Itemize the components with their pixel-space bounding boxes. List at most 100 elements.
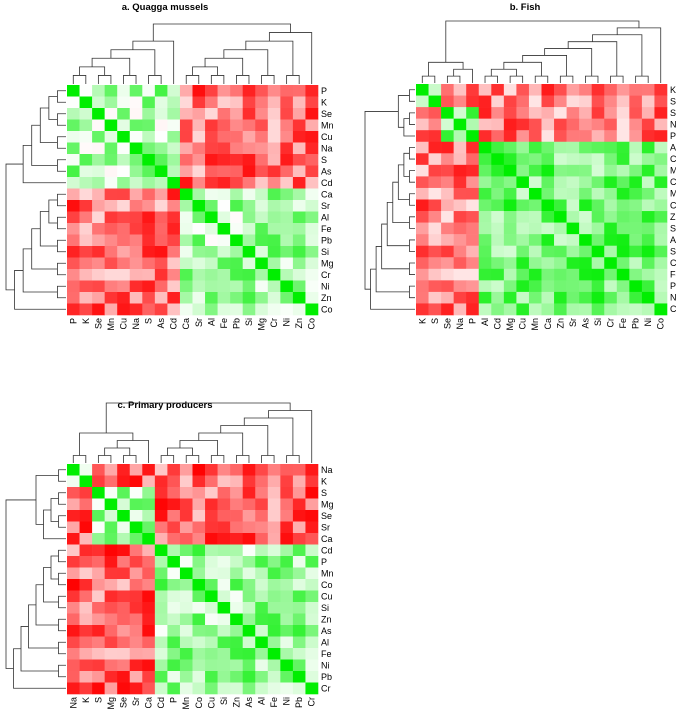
heatmap-cell	[92, 257, 105, 270]
heatmap-cell	[428, 176, 442, 189]
heatmap-cell	[217, 567, 231, 580]
heatmap-cell	[179, 211, 193, 224]
heatmap-cell	[654, 280, 668, 293]
dendrogram-branch	[446, 75, 461, 83]
heatmap-cell	[205, 234, 218, 247]
dendrogram-branch	[534, 75, 549, 83]
heatmap-cell	[441, 107, 454, 119]
heatmap-cell	[516, 268, 530, 281]
heatmap-cell	[142, 119, 156, 132]
heatmap-cell	[192, 108, 206, 120]
heatmap-cell	[104, 119, 118, 132]
heatmap-cell	[641, 153, 655, 166]
heatmap-cell	[205, 498, 218, 511]
heatmap-cell	[428, 164, 442, 177]
heatmap-cell	[104, 165, 118, 178]
heatmap-cell	[591, 303, 605, 316]
heatmap-cell	[217, 613, 231, 626]
dendrogram-branch	[392, 181, 410, 223]
heatmap-cell	[629, 280, 643, 293]
heatmap-cell	[541, 84, 555, 96]
heatmap-cell	[92, 269, 105, 281]
heatmap-cell	[453, 141, 467, 154]
heatmap-cell	[92, 510, 105, 522]
heatmap-cell	[566, 118, 580, 131]
heatmap-cell	[230, 154, 243, 166]
heatmap-cell	[478, 164, 492, 177]
heatmap-cell	[92, 590, 105, 603]
row-label: Se	[321, 109, 332, 119]
heatmap-cell	[205, 636, 218, 649]
dendrogram-branch	[616, 27, 662, 83]
heatmap-cell	[129, 521, 143, 534]
heatmap-cell	[267, 211, 281, 224]
column-label: Cr	[307, 697, 317, 707]
heatmap-cell	[416, 268, 429, 281]
dendrogram-branch	[403, 118, 415, 137]
heatmap-cell	[129, 544, 143, 557]
heatmap-cell	[154, 108, 168, 120]
heatmap-cell	[579, 164, 592, 177]
heatmap-cell	[629, 164, 643, 177]
heatmap-cell	[167, 292, 181, 304]
row-dendrogram	[364, 89, 415, 310]
heatmap-cell	[142, 636, 156, 649]
heatmap-cell	[305, 521, 319, 534]
heatmap-cell	[242, 590, 256, 603]
heatmap-cell	[142, 625, 156, 637]
dendrogram-branch	[592, 34, 643, 77]
heatmap-cell	[217, 223, 231, 235]
heatmap-cell	[654, 164, 668, 177]
heatmap-cell	[242, 223, 256, 235]
heatmap-cell	[192, 464, 206, 476]
heatmap-cell	[179, 510, 193, 522]
heatmap-cell	[242, 131, 256, 143]
heatmap-cell	[179, 165, 193, 178]
heatmap-cell	[230, 257, 243, 270]
dendrogram-branch	[28, 604, 59, 649]
heatmap-cell	[154, 280, 168, 293]
heatmap-cell	[528, 153, 542, 166]
heatmap-cell	[267, 556, 281, 568]
heatmap-cell	[428, 199, 442, 212]
heatmap-cell	[255, 303, 269, 316]
heatmap-cell	[641, 234, 655, 246]
heatmap-cell	[255, 108, 269, 120]
row-label: S	[321, 488, 327, 498]
heatmap-cell	[591, 95, 605, 108]
dendrogram-branch	[445, 20, 640, 63]
heatmap-cell	[267, 303, 281, 316]
heatmap-cell	[267, 269, 281, 281]
heatmap-cell	[255, 579, 269, 591]
heatmap-cell	[192, 613, 206, 626]
heatmap-cell	[230, 567, 243, 580]
heatmap-cell	[305, 303, 319, 316]
heatmap-cell	[230, 142, 243, 155]
heatmap-cell	[167, 602, 181, 614]
heatmap-cell	[129, 200, 143, 212]
heatmap-cell	[528, 187, 542, 200]
heatmap-cell	[591, 222, 605, 235]
heatmap-cell	[217, 303, 231, 316]
heatmap-cell	[154, 567, 168, 580]
heatmap-cell	[466, 107, 480, 119]
heatmap-cell	[129, 85, 143, 97]
heatmap-cell	[503, 107, 517, 119]
dendrogram-branch	[192, 66, 218, 76]
heatmap-cell	[217, 188, 231, 201]
heatmap-cell	[79, 154, 93, 166]
dendrogram-branch	[490, 68, 517, 77]
heatmap-cell	[566, 95, 580, 108]
heatmap-cell	[129, 510, 143, 522]
heatmap-cell	[267, 142, 281, 155]
heatmap-cell	[154, 234, 168, 247]
heatmap-cell	[292, 303, 306, 316]
heatmap-cell	[292, 613, 306, 626]
heatmap-cell	[67, 257, 80, 270]
heatmap-cell	[305, 154, 319, 166]
heatmap-cell	[117, 533, 131, 545]
column-label: Pb	[294, 697, 304, 708]
dendrogram-branch	[58, 469, 66, 482]
dendrogram-branch	[381, 223, 410, 270]
heatmap-cell	[591, 84, 605, 96]
